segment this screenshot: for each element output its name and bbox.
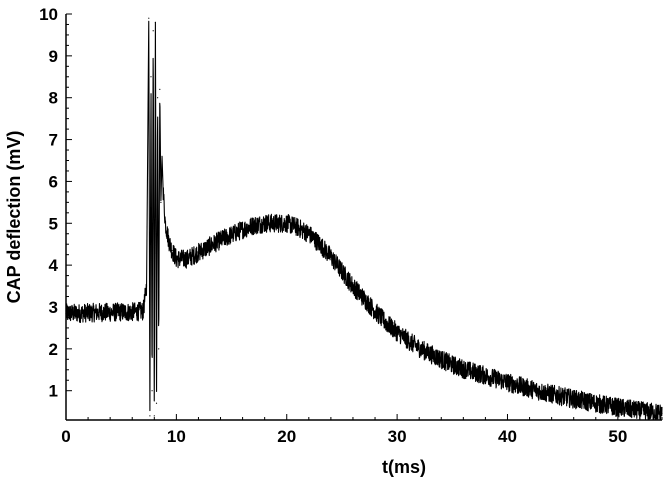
cap-data-point (142, 310, 144, 312)
cap-data-point (157, 97, 159, 99)
cap-data-point (429, 353, 431, 355)
y-tick-label: 6 (49, 172, 58, 191)
cap-data-point (148, 17, 150, 19)
cap-data-point (158, 348, 160, 350)
cap-data-point (131, 311, 133, 313)
x-tick-label: 0 (61, 427, 70, 446)
cap-data-point (308, 233, 310, 235)
cap-data-point (162, 189, 164, 191)
cap-data-point (152, 30, 154, 32)
cap-data-point (253, 224, 255, 226)
cap-data-point (160, 201, 162, 203)
cap-data-point (385, 322, 387, 324)
cap-data-point (539, 390, 542, 393)
cap-data-point (241, 228, 244, 231)
cap-data-point (628, 408, 630, 410)
cap-data-point (451, 364, 453, 366)
cap-data-point (584, 400, 586, 402)
cap-data-point (153, 415, 155, 417)
cap-data-point (374, 310, 376, 312)
y-tick-label: 2 (49, 340, 58, 359)
cap-data-point (297, 226, 299, 229)
x-tick-label: 30 (388, 427, 407, 446)
cap-data-point (159, 88, 161, 90)
cap-data-point (154, 21, 156, 23)
cap-data-point (161, 155, 163, 157)
cap-data-point (286, 222, 288, 224)
cap-data-point (230, 234, 233, 236)
x-tick-label: 20 (277, 427, 296, 446)
x-tick-label: 40 (498, 427, 517, 446)
y-tick-label: 4 (49, 256, 59, 275)
y-tick-label: 8 (49, 89, 58, 108)
cap-data-point (171, 249, 173, 252)
cap-data-point (150, 76, 152, 78)
cap-data-point (639, 410, 641, 412)
cap-data-point (87, 312, 89, 314)
cap-data-point (109, 311, 111, 314)
cap-data-point (661, 412, 663, 414)
x-tick-label: 10 (167, 427, 186, 446)
tick-labels: 0 10 20 30 40 50 1 2 3 4 5 6 7 8 9 10 (39, 5, 627, 446)
tick-marks (65, 13, 663, 420)
y-tick-label: 9 (49, 47, 58, 66)
y-tick-label: 7 (49, 131, 58, 150)
x-tick-label: 50 (608, 427, 627, 446)
cap-data-point (462, 368, 464, 370)
trace-layer (65, 17, 663, 420)
cap-data-point (175, 258, 177, 260)
cap-data-point (396, 331, 398, 333)
cap-data-point (155, 402, 158, 404)
y-tick-label: 1 (49, 382, 58, 401)
cap-data-point (650, 411, 652, 413)
cap-trace-line (65, 20, 663, 420)
cap-data-point (573, 398, 575, 400)
cap-data-point (168, 239, 170, 241)
cap-data-point (264, 222, 266, 224)
cap-data-point (506, 381, 509, 383)
cap-data-point (98, 311, 100, 314)
cap-data-point (595, 402, 597, 404)
cap-data-point (484, 375, 487, 377)
cap-data-point (197, 251, 200, 254)
cap-data-point (352, 285, 354, 287)
cap-data-point (208, 245, 211, 247)
cap-data-point (363, 298, 365, 300)
cap-data-point (617, 406, 619, 409)
y-tick-label: 10 (39, 5, 58, 24)
cap-data-point (495, 378, 498, 380)
cap-data-point (407, 339, 409, 342)
cap-data-point (76, 312, 78, 314)
cap-data-point (551, 393, 553, 395)
cap-data-point (330, 256, 332, 258)
cap-data-point (562, 395, 564, 398)
x-axis-title: t(ms) (382, 457, 426, 477)
cap-data-point (418, 347, 420, 349)
axes (65, 14, 662, 421)
cap-data-point (440, 358, 442, 360)
cap-data-point (120, 311, 122, 313)
y-axis-title: CAP deflection (mV) (4, 131, 24, 304)
cap-data-point (517, 385, 520, 387)
cap-data-point (528, 388, 531, 390)
cap-data-point (164, 222, 166, 224)
cap-data-point (219, 239, 222, 241)
cap-data-point (473, 371, 475, 373)
cap-data-point (275, 222, 277, 224)
cap-data-point (151, 390, 153, 392)
y-tick-label: 3 (49, 298, 58, 317)
y-tick-label: 5 (49, 214, 58, 233)
cap-data-point (186, 258, 189, 260)
cap-data-point (149, 415, 151, 417)
cap-data-point (606, 404, 608, 406)
cap-data-point (145, 285, 148, 287)
cap-data-point (341, 270, 343, 273)
cap-data-point (319, 243, 321, 245)
